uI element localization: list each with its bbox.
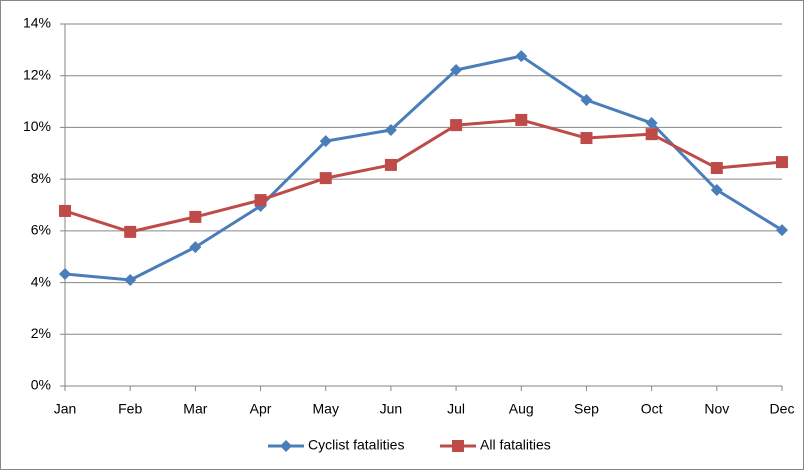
point bbox=[384, 124, 397, 137]
point bbox=[580, 94, 593, 107]
point bbox=[645, 128, 658, 141]
point bbox=[710, 184, 723, 197]
point bbox=[319, 135, 332, 148]
y-tick-label: 12% bbox=[23, 66, 51, 82]
point bbox=[189, 241, 202, 254]
point bbox=[189, 210, 202, 223]
legend-marker bbox=[280, 440, 292, 452]
x-tick-label: Apr bbox=[250, 401, 272, 417]
x-tick-label: May bbox=[313, 401, 339, 417]
x-tick-label: Jan bbox=[54, 401, 77, 417]
x-tick-label: Nov bbox=[704, 401, 729, 417]
series-line bbox=[64, 118, 783, 234]
x-tick-label: Aug bbox=[509, 401, 534, 417]
x-tick-label: Jun bbox=[380, 401, 403, 417]
point bbox=[776, 156, 788, 169]
x-tick-label: Feb bbox=[118, 401, 142, 417]
point bbox=[515, 50, 528, 63]
point bbox=[124, 273, 137, 286]
point bbox=[645, 117, 658, 130]
point bbox=[59, 204, 71, 217]
point bbox=[580, 132, 593, 145]
x-tick-label: Jul bbox=[447, 401, 465, 417]
legend-marker bbox=[452, 440, 464, 452]
x-tick-label: Mar bbox=[183, 401, 207, 417]
point bbox=[710, 162, 723, 175]
y-tick-label: 14% bbox=[23, 15, 51, 31]
point bbox=[515, 113, 528, 126]
series-line bbox=[64, 54, 783, 282]
legend-label: Cyclist fatalities bbox=[308, 437, 404, 453]
y-tick-label: 0% bbox=[31, 377, 51, 393]
x-tick-label: Dec bbox=[770, 401, 795, 417]
legend-label: All fatalities bbox=[480, 437, 551, 453]
x-tick-label: Oct bbox=[641, 401, 663, 417]
y-tick-label: 10% bbox=[23, 118, 51, 134]
point bbox=[319, 172, 332, 185]
x-tick-label: Sep bbox=[574, 401, 599, 417]
y-tick-label: 6% bbox=[31, 222, 51, 238]
y-tick-label: 8% bbox=[31, 170, 51, 186]
y-tick-label: 2% bbox=[31, 325, 51, 341]
y-tick-label: 4% bbox=[31, 273, 51, 289]
point bbox=[254, 194, 267, 207]
point bbox=[776, 224, 788, 237]
point bbox=[450, 119, 463, 132]
point bbox=[124, 225, 137, 238]
point bbox=[59, 268, 71, 281]
point bbox=[450, 64, 463, 77]
point bbox=[384, 158, 397, 171]
